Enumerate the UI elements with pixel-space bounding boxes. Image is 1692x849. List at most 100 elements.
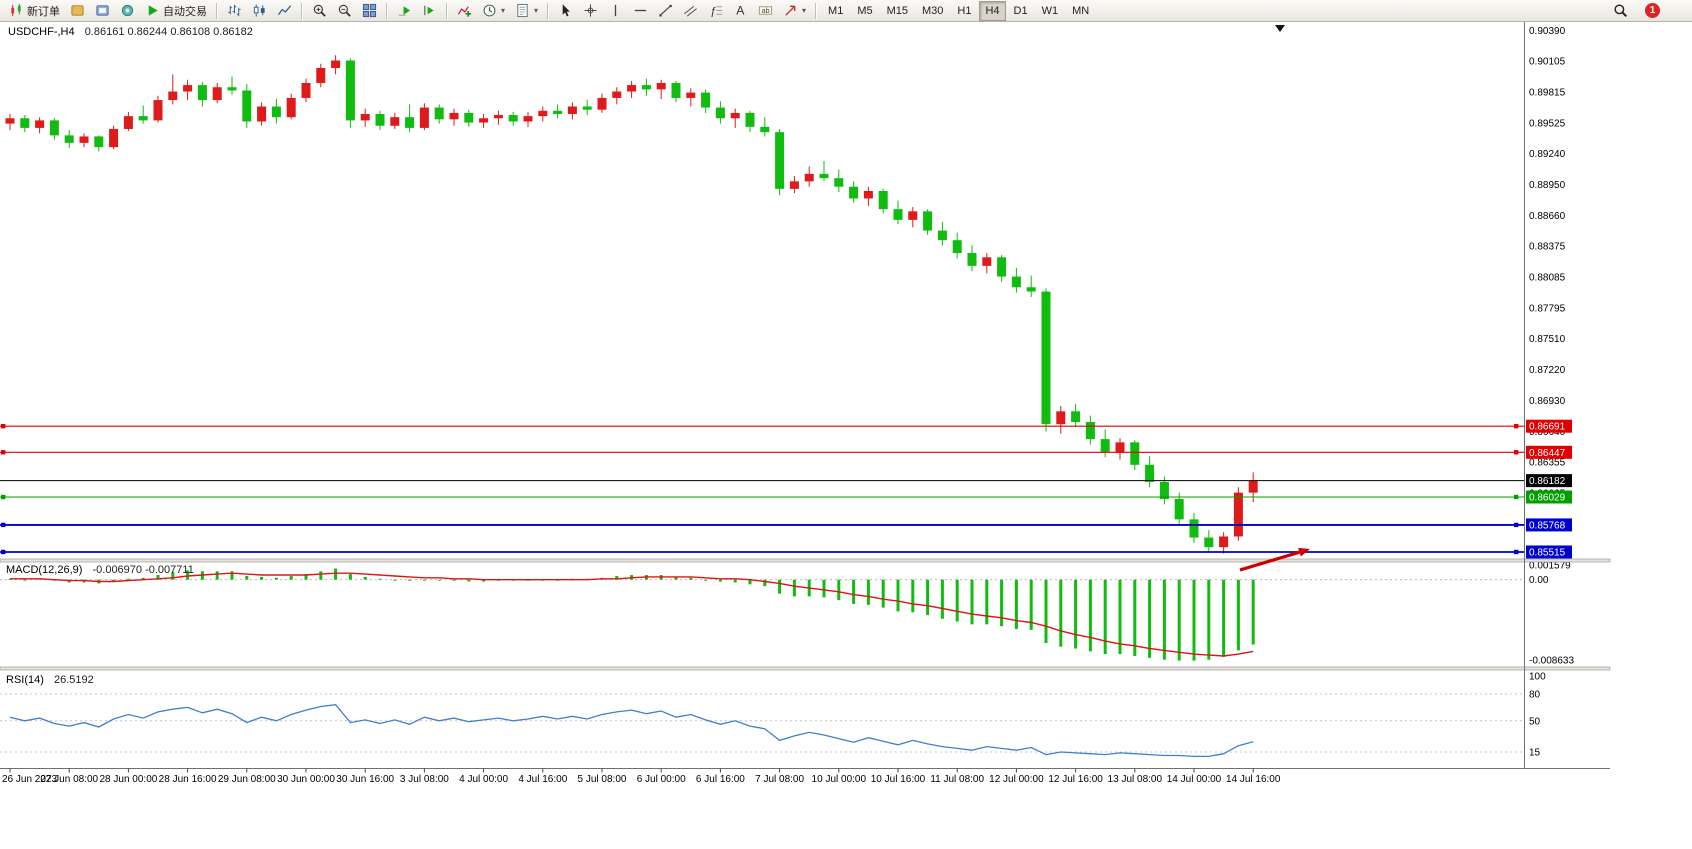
- zoom-in-icon: [312, 3, 327, 18]
- crosshair-button[interactable]: [579, 1, 602, 21]
- bars-chart-button[interactable]: [223, 1, 246, 21]
- chart-area: 0.90390 0.90105 0.89815 0.89525 0.89240 0.889…: [0, 22, 1692, 849]
- profiles-button[interactable]: [91, 1, 114, 21]
- text-label-button[interactable]: ab: [754, 1, 777, 21]
- line-handle[interactable]: [1514, 549, 1519, 555]
- autotrading-button[interactable]: 自动交易: [141, 1, 211, 21]
- svg-text:30 Jun 16:00: 30 Jun 16:00: [336, 774, 394, 785]
- price-level-0.85515[interactable]: 0.85515: [0, 545, 1572, 559]
- tf-d1-button[interactable]: D1: [1008, 1, 1034, 21]
- auto-scroll-button[interactable]: [393, 1, 416, 21]
- tf-h1-button[interactable]: H1: [951, 1, 977, 21]
- candle-body: [997, 257, 1007, 277]
- price-scale[interactable]: 0.90390 0.90105 0.89815 0.89525 0.89240 0.889…: [1529, 26, 1574, 758]
- candle-body: [479, 118, 489, 123]
- horizontal-line-button[interactable]: [629, 1, 652, 21]
- zoom-out-button[interactable]: [333, 1, 356, 21]
- fibo-icon: ƒ: [708, 3, 723, 18]
- indicators-button[interactable]: [453, 1, 476, 21]
- trendline-button[interactable]: [654, 1, 677, 21]
- price-level-0.86447[interactable]: 0.86447: [0, 445, 1572, 459]
- vertical-line-button[interactable]: [604, 1, 627, 21]
- shapes-icon: [783, 3, 798, 18]
- candle-body: [1100, 439, 1110, 452]
- market-button[interactable]: [116, 1, 139, 21]
- line-handle[interactable]: [1514, 522, 1519, 528]
- chart-shift-icon: [422, 3, 437, 18]
- scroll-to-end-marker[interactable]: [1275, 25, 1285, 32]
- tf-mn-label: MN: [1072, 4, 1090, 17]
- candle-body: [301, 82, 311, 98]
- cube-blue-icon: [95, 3, 110, 18]
- zoom-in-button[interactable]: [308, 1, 331, 21]
- tf-m5-button[interactable]: M5: [851, 1, 878, 21]
- price-level-0.86182[interactable]: 0.86182: [0, 474, 1572, 488]
- line-handle[interactable]: [1, 423, 6, 429]
- line-handle[interactable]: [1514, 450, 1519, 455]
- channel-button[interactable]: [679, 1, 702, 21]
- shapes-button[interactable]: ▾: [779, 1, 810, 21]
- search-button[interactable]: [1609, 1, 1632, 21]
- new-order-button[interactable]: 新订单: [5, 1, 64, 21]
- dropdown-caret-icon: ▾: [802, 6, 807, 15]
- notification-badge[interactable]: 1: [1645, 3, 1660, 18]
- line-handle[interactable]: [1, 549, 6, 555]
- svg-text:13 Jul 08:00: 13 Jul 08:00: [1108, 774, 1163, 785]
- candle-body: [967, 253, 977, 266]
- cursor-button[interactable]: [554, 1, 577, 21]
- candle-body: [375, 113, 385, 126]
- chart-canvas[interactable]: 0.90390 0.90105 0.89815 0.89525 0.89240 0.889…: [0, 22, 1692, 849]
- pane-divider[interactable]: [0, 558, 1611, 563]
- tf-h4-button[interactable]: H4: [979, 0, 1006, 21]
- candle-body: [701, 92, 711, 108]
- price-level-0.85768[interactable]: 0.85768: [0, 518, 1572, 532]
- candle-body: [64, 135, 74, 143]
- line-handle[interactable]: [1514, 494, 1519, 500]
- svg-text:0.90390: 0.90390: [1529, 26, 1566, 37]
- price-tag: [1526, 474, 1572, 488]
- candle-body: [212, 87, 222, 101]
- tf-m15-button[interactable]: M15: [881, 1, 914, 21]
- svg-text:A: A: [736, 4, 745, 18]
- line-handle[interactable]: [1, 450, 6, 455]
- tf-m1-button[interactable]: M1: [822, 1, 849, 21]
- line-handle[interactable]: [1, 494, 6, 500]
- svg-text:50: 50: [1529, 716, 1541, 727]
- chart-shift-button[interactable]: [418, 1, 441, 21]
- svg-text:7 Jul 08:00: 7 Jul 08:00: [755, 774, 804, 785]
- line-chart-button[interactable]: [273, 1, 296, 21]
- svg-text:100: 100: [1529, 672, 1546, 683]
- line-handle[interactable]: [1, 522, 6, 528]
- trend-arrow-annotation[interactable]: [1239, 547, 1310, 572]
- candle-body: [1056, 411, 1066, 425]
- tline-icon: [658, 3, 673, 18]
- tf-w1-button[interactable]: W1: [1036, 1, 1065, 21]
- price-level-0.86691[interactable]: 0.86691: [0, 419, 1572, 433]
- line-handle[interactable]: [1514, 423, 1519, 429]
- price-level-0.86029[interactable]: 0.86029: [0, 490, 1572, 504]
- fibonacci-button[interactable]: ƒ: [704, 1, 727, 21]
- svg-text:0.87510: 0.87510: [1529, 334, 1566, 345]
- svg-text:0.89525: 0.89525: [1529, 119, 1566, 130]
- svg-text:0.87795: 0.87795: [1529, 304, 1566, 315]
- layouts-button[interactable]: [66, 1, 89, 21]
- candle-body: [553, 110, 563, 114]
- svg-text:26 Jun 2023: 26 Jun 2023: [2, 774, 57, 785]
- toolbar-separator: [815, 2, 818, 19]
- svg-text:6 Jul 00:00: 6 Jul 00:00: [637, 774, 686, 785]
- svg-text:0.86355: 0.86355: [1529, 458, 1566, 469]
- tf-m30-button[interactable]: M30: [916, 1, 949, 21]
- candlestick-chart-button[interactable]: [248, 1, 271, 21]
- periods-button[interactable]: ▾: [478, 1, 509, 21]
- templates-button[interactable]: ▾: [511, 1, 542, 21]
- tf-mn-button[interactable]: MN: [1066, 1, 1095, 21]
- candle-body: [1219, 536, 1229, 548]
- pane-divider[interactable]: [0, 666, 1611, 671]
- candle-body: [1174, 499, 1184, 520]
- tile-windows-button[interactable]: [358, 1, 381, 21]
- text-button[interactable]: A: [729, 1, 752, 21]
